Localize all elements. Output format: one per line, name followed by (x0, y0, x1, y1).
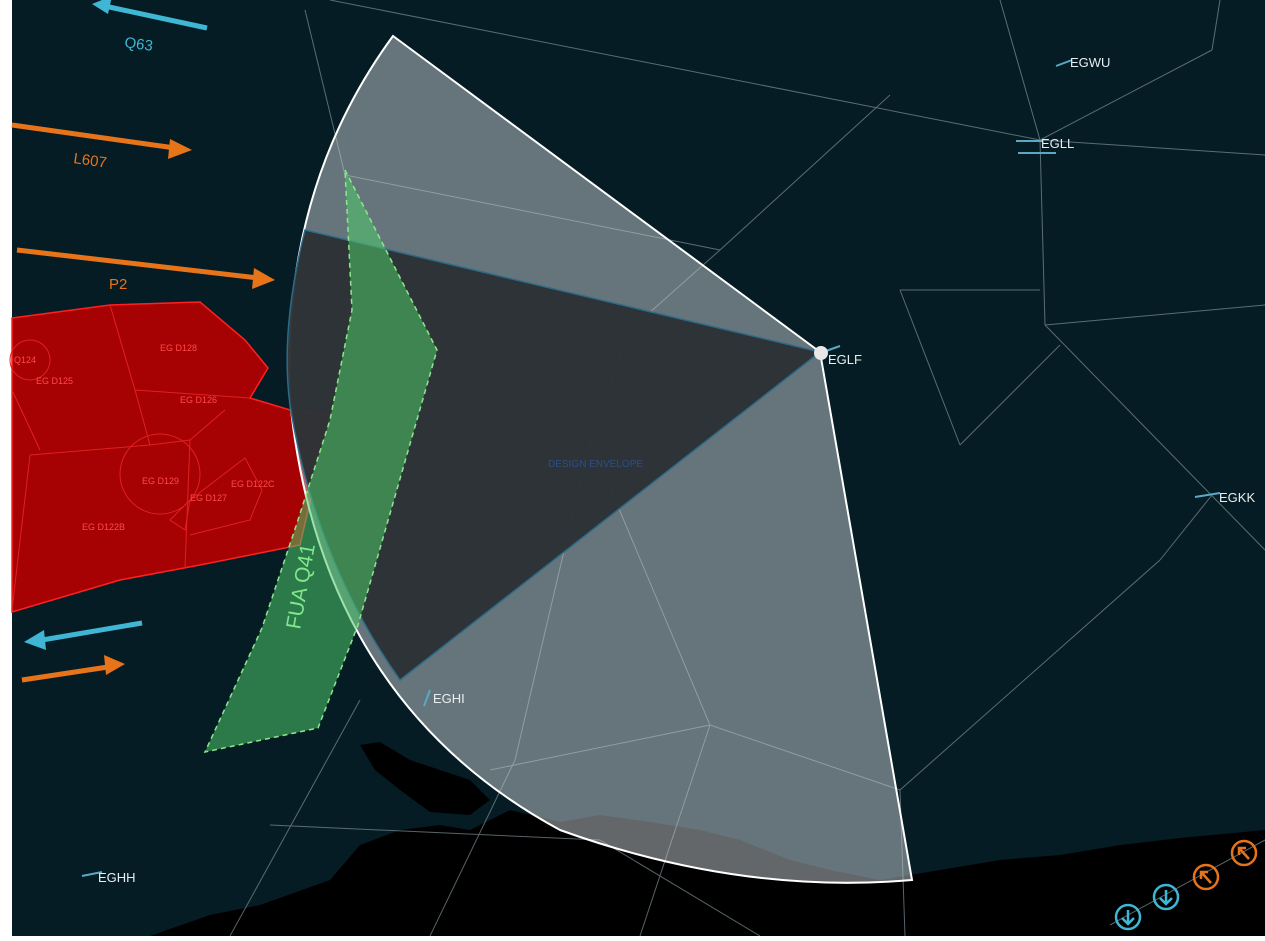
down-arrow-circle-icon[interactable] (1114, 903, 1142, 931)
airport-label-eghh[interactable]: EGHH (98, 870, 136, 885)
danger-area-polygon (11, 301, 331, 614)
danger-label: EG D125 (36, 376, 73, 386)
route-label-l607: L607 (72, 150, 107, 171)
coastline (150, 742, 1265, 936)
fua-polygon (203, 169, 438, 754)
airport-markers (81, 59, 1221, 877)
danger-label: EG D128 (160, 343, 197, 353)
route-arrows (11, 0, 275, 683)
waypoint-symbols[interactable] (1114, 839, 1258, 931)
route-label-p2: P2 (109, 276, 127, 293)
up-arrow-circle-icon[interactable] (1192, 863, 1220, 891)
route-label-q63: Q63 (123, 34, 153, 55)
down-arrow-circle-icon[interactable] (1152, 883, 1180, 911)
airport-labels[interactable]: EGWU EGLL EGLF EGKK EGHI EGHH (98, 55, 1255, 885)
danger-label: Q124 (14, 355, 36, 365)
l607-arrowhead (168, 139, 192, 159)
p2-arrowhead (252, 268, 275, 289)
up-arrow-circle-icon[interactable] (1230, 839, 1258, 867)
danger-area-labels: Q124 EG D128 EG D125 EG D126 EG D129 EG … (14, 343, 275, 532)
danger-label: EG D122B (82, 522, 125, 532)
danger-label: EG D126 (180, 395, 217, 405)
airport-label-egll[interactable]: EGLL (1041, 136, 1074, 151)
q63-arrowhead (92, 0, 112, 14)
sw-west-arrowhead (24, 630, 46, 650)
danger-label: EG D127 (190, 493, 227, 503)
danger-label: EG D122C (231, 479, 275, 489)
airport-label-eghi[interactable]: EGHI (433, 691, 465, 706)
route-labels: Q63 L607 P2 (72, 34, 153, 293)
runway-icon (81, 59, 1221, 877)
airport-label-egkk[interactable]: EGKK (1219, 490, 1255, 505)
sw-east-arrowhead (104, 655, 125, 675)
fua-area (203, 169, 438, 754)
eglf-waypoint-dot (814, 346, 828, 360)
danger-areas (9, 301, 331, 614)
danger-label: EG D129 (142, 476, 179, 486)
airport-label-egwu[interactable]: EGWU (1070, 55, 1110, 70)
design-envelope-label: DESIGN ENVELOPE (548, 459, 643, 470)
airport-label-eglf[interactable]: EGLF (828, 352, 862, 367)
